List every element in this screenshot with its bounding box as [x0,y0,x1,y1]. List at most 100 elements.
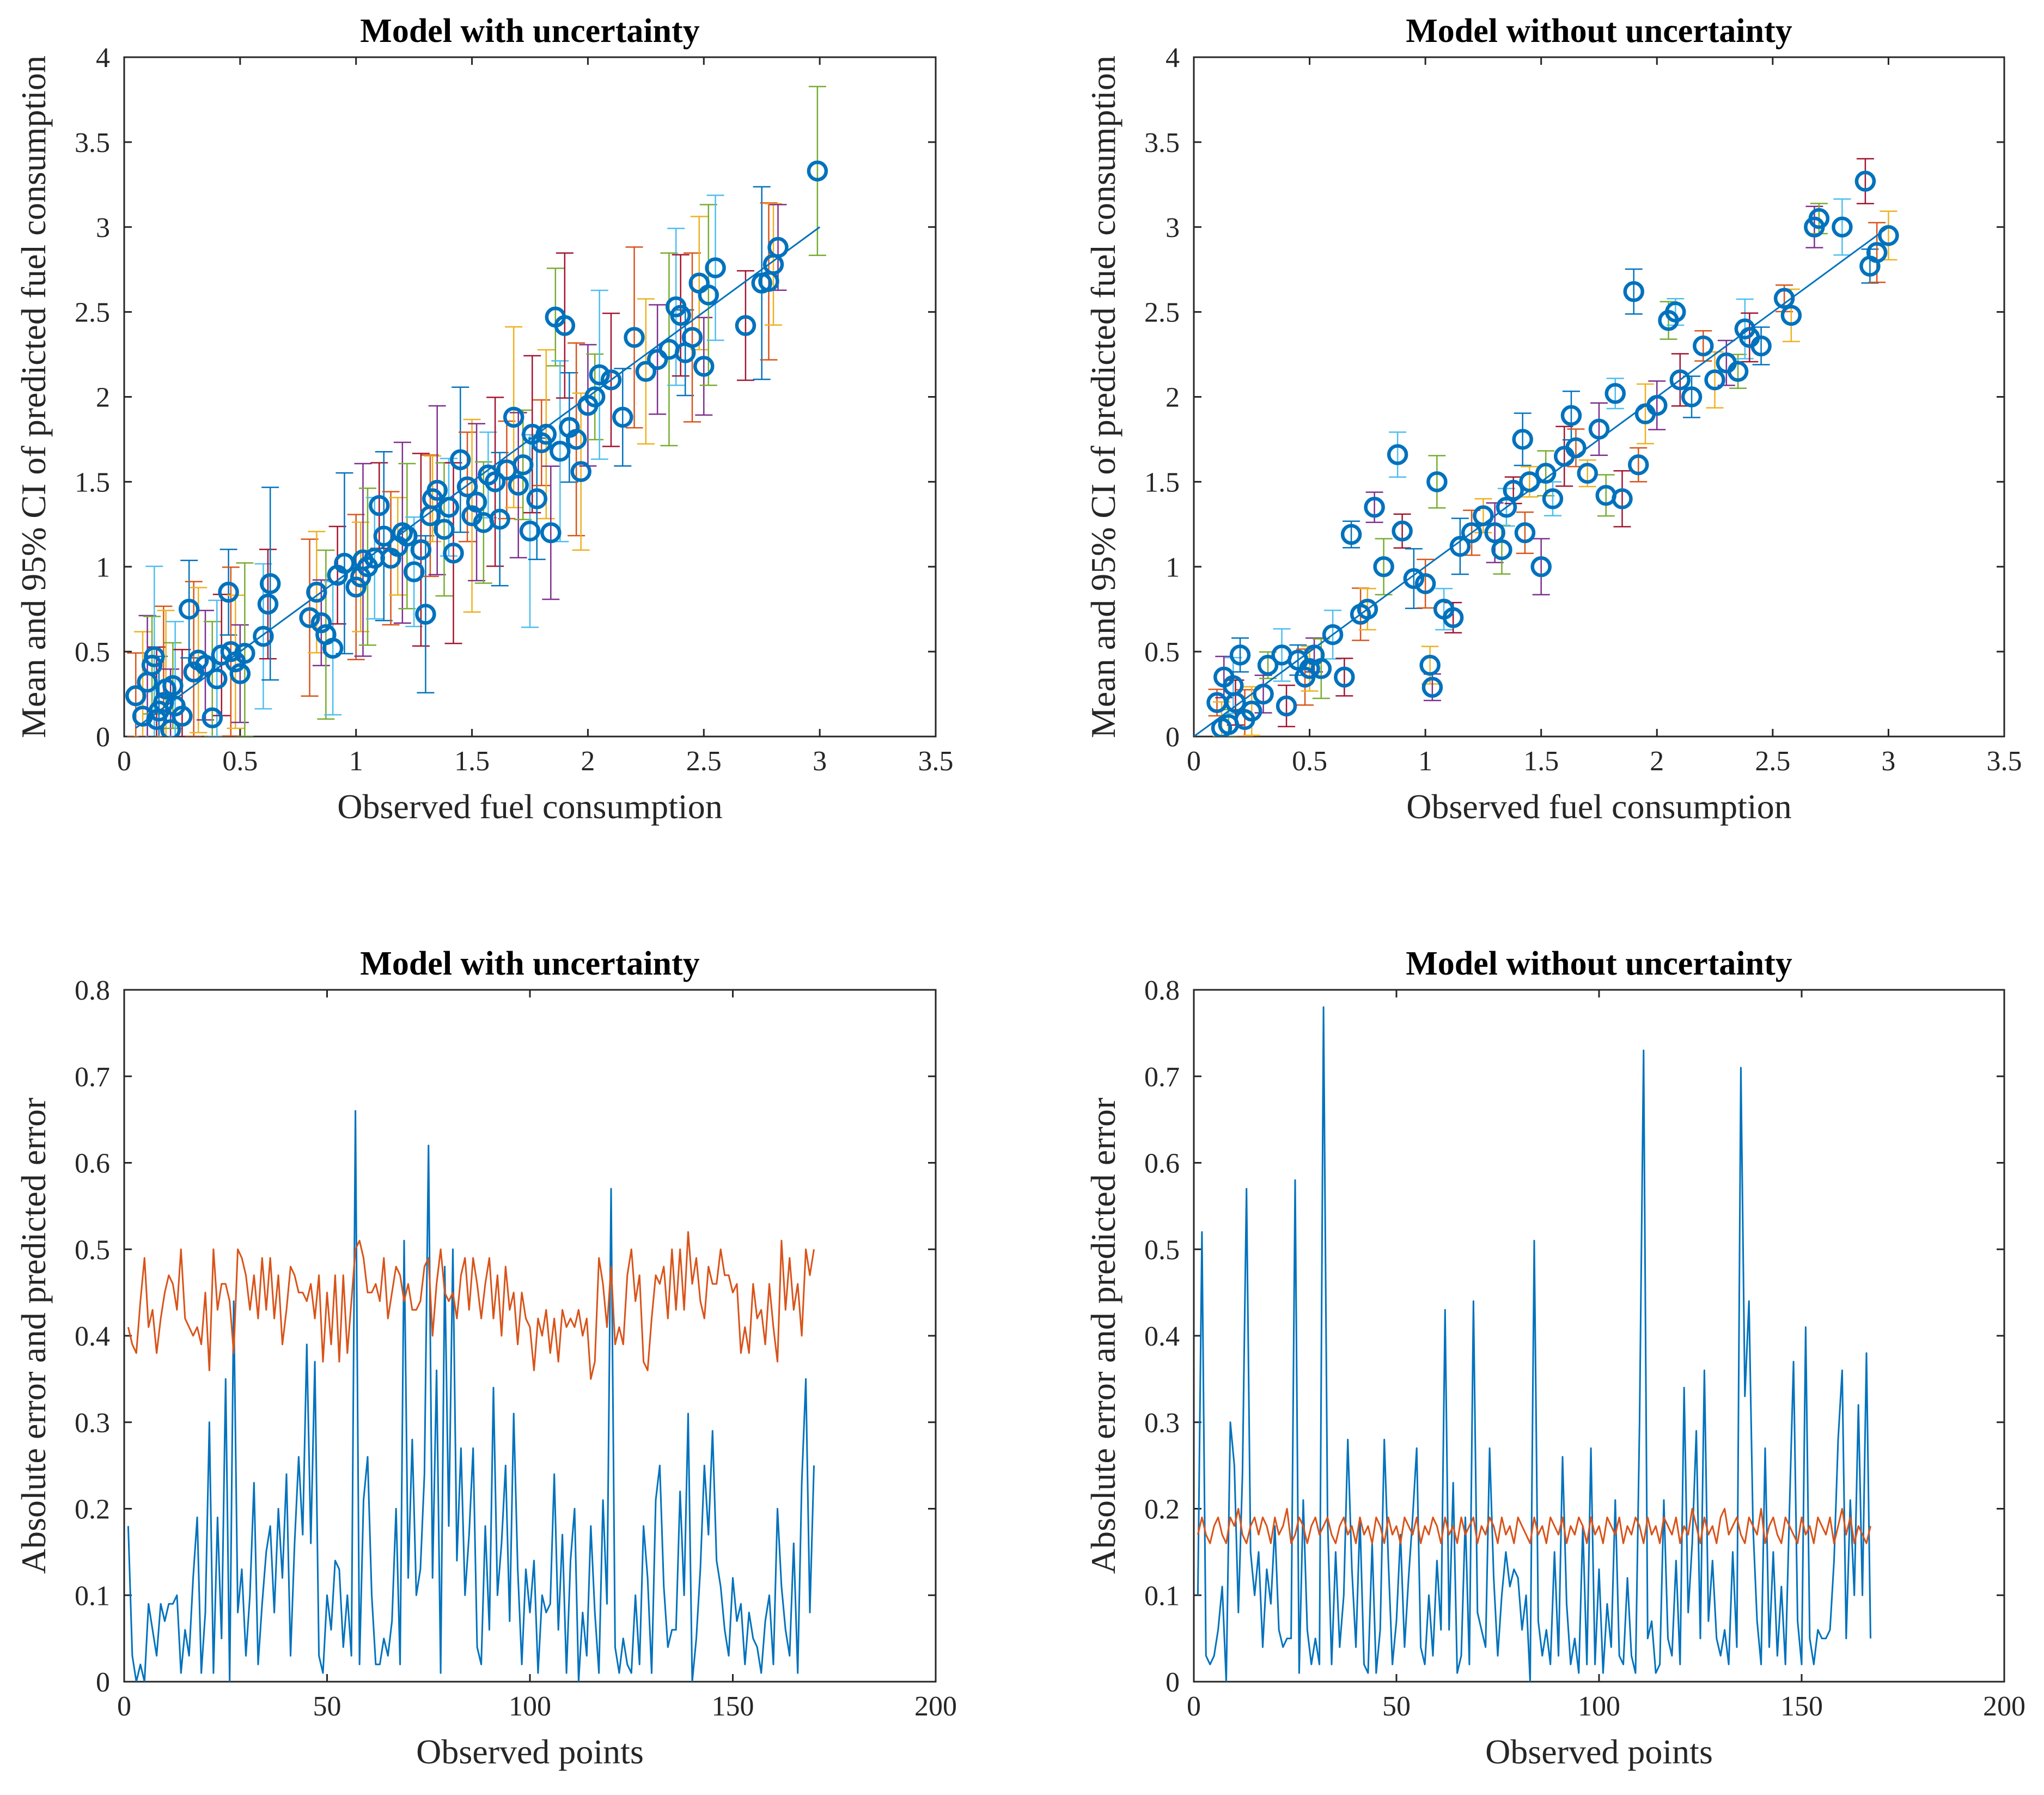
y-tick-label: 0.3 [75,1408,110,1439]
x-tick-label: 0.5 [1292,746,1327,777]
error-bar [259,549,277,660]
data-point [1364,496,1385,518]
y-axis-label: Mean and 95% CI of predicted fuel consum… [1084,56,1122,738]
data-point [141,654,163,676]
error-bar [1880,210,1897,261]
y-tick-label: 1.5 [1144,467,1180,498]
data-point [589,364,610,386]
data-point [565,429,587,450]
data-point [1773,288,1795,309]
data-point [257,593,279,615]
data-point [1491,539,1512,561]
error-bar [236,562,254,737]
data-point [1560,405,1582,427]
x-tick-label: 0 [1187,746,1201,777]
data-point [1496,496,1517,518]
data-point [1612,488,1633,509]
data-point [735,315,756,336]
y-tick-label: 0.7 [1144,1062,1180,1093]
data-point [1727,361,1749,382]
data-point [484,471,506,492]
data-point [1449,536,1471,557]
x-tick-label: 1.5 [454,746,490,777]
data-point [1808,208,1830,229]
y-tick-label: 2 [1166,382,1180,413]
data-point [1535,463,1557,484]
data-point [206,668,228,690]
y-tick-label: 3.5 [1144,127,1180,159]
data-point [1519,471,1540,492]
error-bar [173,649,191,737]
error-bar [375,451,393,622]
data-point [767,236,789,258]
error-bar [1562,390,1580,441]
x-tick-label: 3.5 [918,746,954,777]
y-tick-label: 1 [96,552,110,583]
data-point [229,663,251,684]
error-bar [1683,375,1701,418]
error-bar [568,342,585,537]
data-point [253,625,274,647]
data-point [153,692,174,713]
error-bar [1474,498,1492,534]
y-tick-label: 0.8 [1144,975,1180,1006]
data-point [1854,171,1876,192]
error-bar [231,624,249,723]
error-bar [1231,637,1249,673]
error-bar [180,559,198,659]
error-bar [398,463,416,610]
error-bar [389,497,407,596]
error-bar [1514,412,1532,466]
data-point [1461,522,1482,544]
data-point [1530,556,1552,577]
data-point [503,406,524,428]
data-point [1588,418,1610,440]
data-point [1693,335,1714,357]
y-tick-label: 0.2 [75,1494,110,1525]
error-bar [649,304,667,415]
error-bar [1630,447,1648,483]
error-bar [324,581,342,716]
data-point [1665,301,1686,323]
y-tick-label: 0.5 [75,637,110,668]
error-bar [1613,470,1631,528]
error-bar [625,246,643,429]
chart-title: Model with uncertainty [360,945,699,982]
error-bar [1365,491,1383,524]
error-bar [382,491,400,626]
data-point [526,488,548,509]
absolute-error-line [1197,1006,1871,1682]
error-bar [1555,425,1573,487]
x-tick-label: 150 [1780,1691,1823,1722]
data-point [1514,522,1536,544]
error-bar [421,454,439,577]
x-tick-label: 1 [349,746,363,777]
data-point [322,637,344,659]
error-bar [1273,628,1291,682]
error-bar [145,565,163,737]
error-bar [614,368,632,467]
data-point [310,612,332,634]
y-tick-label: 0.7 [75,1062,110,1093]
x-tick-label: 200 [914,1691,957,1722]
error-bar [523,355,541,514]
data-point [1780,305,1802,326]
x-tick-label: 3 [813,746,827,777]
y-tick-label: 1.5 [75,467,110,498]
data-point [1225,692,1246,713]
error-bar [736,270,754,381]
error-bar [1335,658,1353,697]
chart-title: Model without uncertainty [1406,13,1792,50]
error-bar [498,420,516,520]
error-bar [572,392,590,551]
error-bar [317,549,335,720]
data-point [125,685,147,707]
data-point [450,449,471,471]
x-tick-label: 0.5 [222,746,258,777]
x-axis-label: Observed points [416,1732,644,1771]
error-bar [1375,538,1393,595]
y-tick-label: 1 [1166,552,1180,583]
data-point [1340,524,1362,545]
error-bar [261,486,279,681]
